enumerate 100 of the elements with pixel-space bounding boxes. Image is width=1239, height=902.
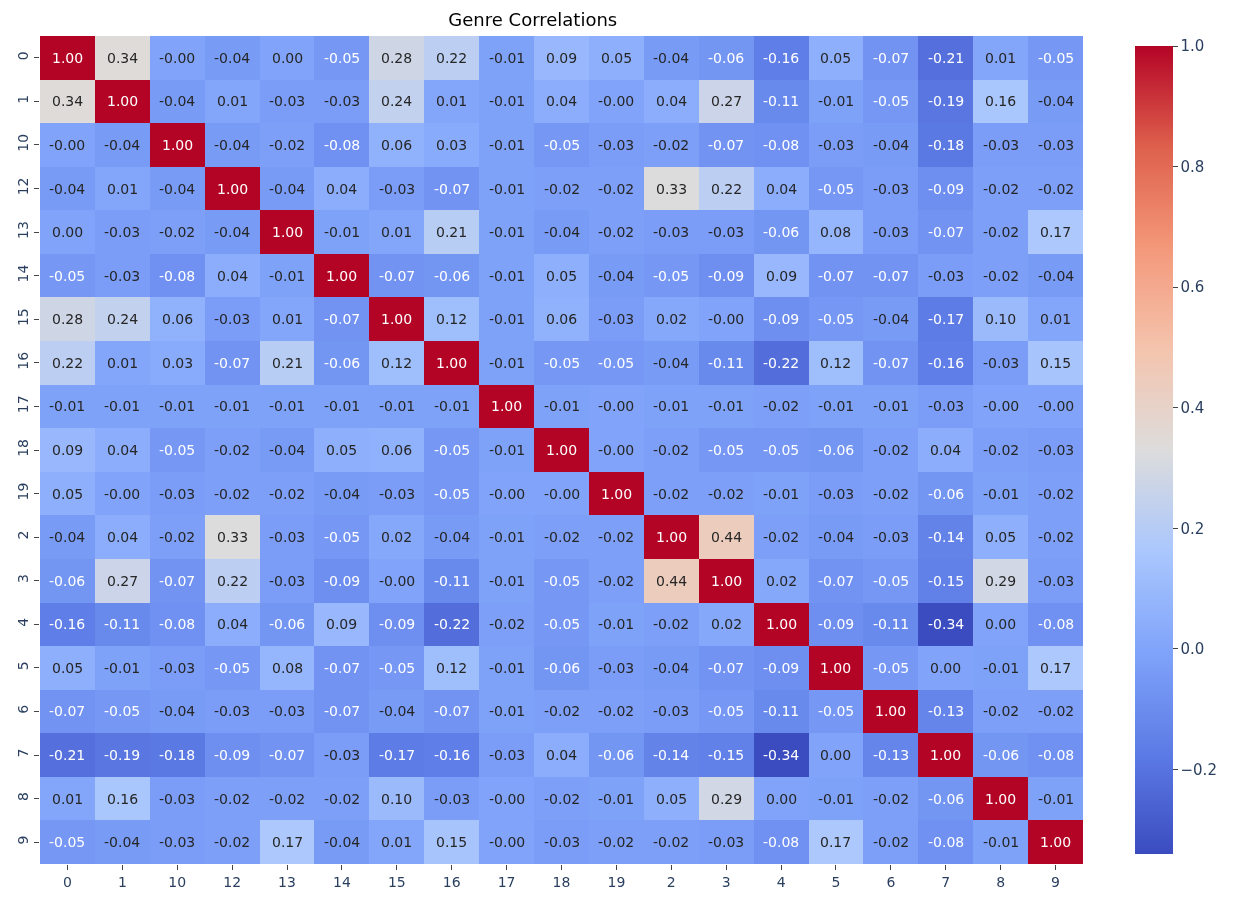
data-label: -0.05 <box>159 442 196 458</box>
data-label: -0.03 <box>708 834 745 850</box>
data-label: 0.12 <box>436 660 468 676</box>
x-tick-label: 8 <box>996 873 1006 890</box>
data-label: -0.04 <box>214 137 251 153</box>
data-label: -0.04 <box>1038 268 1075 284</box>
data-label: -0.05 <box>818 703 855 719</box>
data-label: -0.22 <box>434 616 471 632</box>
data-label: 1.00 <box>820 660 852 676</box>
data-label: -0.02 <box>598 529 635 545</box>
x-tick-label: 17 <box>497 873 516 890</box>
data-label: -0.07 <box>873 50 910 66</box>
data-label: -0.01 <box>104 660 141 676</box>
data-label: -0.04 <box>104 137 141 153</box>
data-label: -0.01 <box>818 398 855 414</box>
data-label: -0.04 <box>1038 93 1075 109</box>
data-label: -0.03 <box>104 268 141 284</box>
data-label: 0.16 <box>985 93 1017 109</box>
data-label: 0.04 <box>107 442 139 458</box>
data-label: -0.04 <box>214 224 251 240</box>
data-label: -0.00 <box>489 791 526 807</box>
data-label: 0.17 <box>820 834 852 850</box>
data-label: -0.05 <box>708 703 745 719</box>
data-label: -0.01 <box>489 355 526 371</box>
data-label: -0.01 <box>544 398 581 414</box>
data-label: 0.01 <box>107 181 139 197</box>
data-label: -0.01 <box>434 398 471 414</box>
data-label: -0.02 <box>598 703 635 719</box>
data-label: -0.08 <box>763 137 800 153</box>
data-label: -0.02 <box>269 137 306 153</box>
data-label: -0.06 <box>818 442 855 458</box>
data-label: 0.05 <box>326 442 358 458</box>
data-label: -0.03 <box>873 224 910 240</box>
data-label: 0.02 <box>656 311 688 327</box>
data-label: 0.01 <box>107 355 139 371</box>
data-label: 0.00 <box>272 50 304 66</box>
y-tick-label: 18 <box>15 438 32 457</box>
data-label: -0.07 <box>818 573 855 589</box>
data-label: -0.01 <box>598 616 635 632</box>
data-label: -0.02 <box>214 486 251 502</box>
x-tick-label: 19 <box>607 873 626 890</box>
data-label: -0.01 <box>818 93 855 109</box>
data-label: -0.00 <box>598 398 635 414</box>
data-label: -0.02 <box>269 486 306 502</box>
y-tick-label: 17 <box>15 395 32 414</box>
data-label: -0.15 <box>928 573 965 589</box>
data-label: -0.34 <box>763 747 800 763</box>
data-label: -0.00 <box>544 486 581 502</box>
data-label: -0.04 <box>653 50 690 66</box>
data-label: -0.05 <box>818 311 855 327</box>
data-label: 0.01 <box>1040 311 1072 327</box>
x-tick-label: 18 <box>552 873 571 890</box>
data-label: -0.00 <box>159 50 196 66</box>
data-label: -0.07 <box>269 747 306 763</box>
data-label: 0.17 <box>1040 224 1072 240</box>
data-label: 0.08 <box>272 660 304 676</box>
data-label: 1.00 <box>766 616 798 632</box>
data-label: -0.06 <box>434 268 471 284</box>
data-label: 1.00 <box>985 791 1017 807</box>
data-label: 0.05 <box>656 791 688 807</box>
x-tick-label: 7 <box>941 873 951 890</box>
data-label: -0.03 <box>159 834 196 850</box>
data-label: 0.00 <box>52 224 84 240</box>
data-label: 0.00 <box>766 791 798 807</box>
data-label: 0.05 <box>820 50 852 66</box>
data-label: 0.08 <box>820 224 852 240</box>
data-label: -0.02 <box>269 791 306 807</box>
data-label: 1.00 <box>711 573 743 589</box>
data-label: -0.05 <box>214 660 251 676</box>
data-label: 0.28 <box>52 311 84 327</box>
data-label: -0.05 <box>434 442 471 458</box>
data-label: -0.03 <box>818 137 855 153</box>
data-label: -0.03 <box>324 747 361 763</box>
data-label: -0.04 <box>598 268 635 284</box>
y-tick-label: 19 <box>15 482 32 501</box>
data-label: -0.04 <box>544 224 581 240</box>
data-label: -0.08 <box>1038 747 1075 763</box>
data-label: -0.01 <box>214 398 251 414</box>
data-label: -0.07 <box>159 573 196 589</box>
color-bar-label: 0.6 <box>1180 278 1205 297</box>
data-label: -0.01 <box>489 224 526 240</box>
data-label: -0.00 <box>983 398 1020 414</box>
data-label: 0.04 <box>930 442 962 458</box>
data-label: -0.04 <box>324 486 361 502</box>
y-tick-label: 9 <box>15 835 32 845</box>
data-label: -0.07 <box>379 268 416 284</box>
data-label: -0.02 <box>873 442 910 458</box>
data-label: -0.02 <box>708 486 745 502</box>
data-label: 0.15 <box>1040 355 1072 371</box>
data-label: -0.02 <box>983 224 1020 240</box>
data-label: 0.12 <box>381 355 413 371</box>
data-label: -0.21 <box>928 50 965 66</box>
data-label: -0.06 <box>763 224 800 240</box>
data-label: -0.03 <box>983 137 1020 153</box>
data-label: 0.01 <box>381 224 413 240</box>
data-label: -0.05 <box>49 268 86 284</box>
data-label: 0.12 <box>436 311 468 327</box>
data-label: 1.00 <box>52 50 84 66</box>
data-label: -0.05 <box>873 660 910 676</box>
y-tick-label: 14 <box>15 264 32 283</box>
